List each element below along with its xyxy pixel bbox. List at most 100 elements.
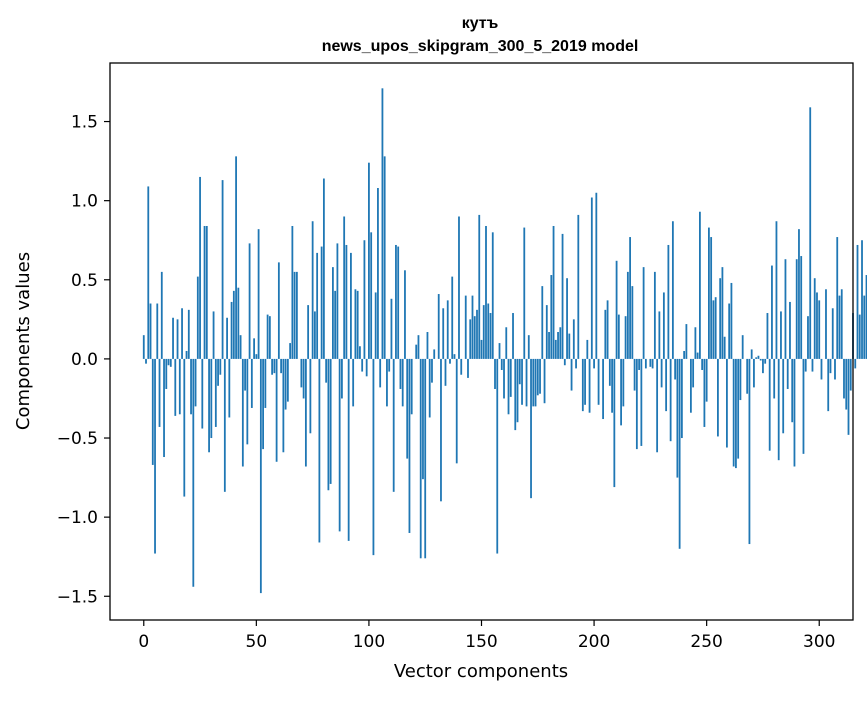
bar-76 — [314, 311, 316, 358]
bar-225 — [649, 359, 651, 367]
y-tick-label: 0.5 — [71, 271, 98, 291]
bar-245 — [694, 327, 696, 359]
bar-44 — [242, 359, 244, 467]
bar-109 — [388, 359, 390, 372]
bar-317 — [857, 245, 859, 359]
bar-260 — [728, 304, 730, 359]
bar-187 — [564, 359, 566, 365]
bar-207 — [609, 359, 611, 386]
bar-256 — [719, 278, 721, 359]
bar-129 — [433, 349, 435, 358]
x-tick-label: 200 — [578, 632, 610, 652]
bar-221 — [640, 359, 642, 446]
bar-11 — [168, 359, 170, 365]
bar-254 — [715, 297, 717, 359]
x-tick-label: 100 — [353, 632, 385, 652]
bar-250 — [706, 359, 708, 402]
bar-122 — [418, 335, 420, 359]
bar-96 — [359, 346, 361, 359]
bar-278 — [769, 359, 771, 451]
bar-116 — [404, 270, 406, 359]
bar-204 — [602, 359, 604, 419]
bar-144 — [467, 359, 469, 378]
bar-266 — [742, 335, 744, 359]
bar-303 — [825, 289, 827, 359]
bar-246 — [697, 353, 699, 359]
bar-311 — [843, 359, 845, 399]
bar-300 — [818, 300, 820, 359]
bar-182 — [553, 226, 555, 359]
y-tick-label: −0.5 — [57, 429, 98, 449]
bar-295 — [807, 316, 809, 359]
bar-273 — [758, 356, 760, 359]
bar-263 — [735, 359, 737, 468]
bar-46 — [246, 359, 248, 444]
bar-202 — [598, 359, 600, 405]
bar-128 — [431, 359, 433, 383]
bar-112 — [395, 245, 397, 359]
bar-190 — [571, 359, 573, 391]
bar-314 — [850, 359, 852, 391]
bar-105 — [379, 359, 381, 387]
bar-99 — [366, 359, 368, 376]
bar-164 — [512, 313, 514, 359]
bar-74 — [309, 359, 311, 433]
bar-192 — [575, 359, 577, 368]
bar-82 — [328, 359, 330, 490]
bar-83 — [330, 359, 332, 484]
bar-232 — [665, 359, 667, 411]
bar-238 — [679, 359, 681, 549]
bar-90 — [346, 245, 348, 359]
bar-124 — [422, 359, 424, 479]
chart-subtitle: news_upos_skipgram_300_5_2019 model — [322, 38, 639, 55]
bar-269 — [749, 359, 751, 544]
x-tick-label: 250 — [690, 632, 722, 652]
bar-157 — [496, 359, 498, 554]
bar-175 — [537, 359, 539, 395]
bar-88 — [341, 359, 343, 399]
bar-159 — [501, 359, 503, 370]
bar-140 — [458, 216, 460, 358]
bar-36 — [224, 359, 226, 492]
bar-93 — [352, 359, 354, 406]
bar-299 — [816, 292, 818, 358]
bar-155 — [492, 232, 494, 359]
bar-108 — [386, 359, 388, 406]
bar-168 — [521, 359, 523, 405]
bar-312 — [845, 359, 847, 410]
bar-58 — [273, 359, 275, 373]
bar-212 — [620, 359, 622, 425]
bar-27 — [204, 226, 206, 359]
bar-196 — [584, 359, 586, 405]
bar-115 — [402, 359, 404, 406]
bar-111 — [393, 359, 395, 492]
bar-154 — [490, 313, 492, 359]
bar-62 — [282, 359, 284, 452]
bar-230 — [661, 359, 663, 387]
bar-56 — [269, 316, 271, 359]
bar-169 — [523, 228, 525, 359]
bar-174 — [535, 359, 537, 406]
bar-30 — [210, 359, 212, 438]
bar-170 — [526, 359, 528, 406]
bar-228 — [656, 359, 658, 452]
bar-137 — [451, 277, 453, 359]
bar-21 — [190, 359, 192, 414]
bar-253 — [713, 300, 715, 359]
bar-13 — [172, 318, 174, 359]
bar-68 — [296, 272, 298, 359]
bar-210 — [616, 261, 618, 359]
bar-249 — [704, 359, 706, 427]
x-axis-label: Vector components — [394, 661, 568, 682]
bar-271 — [753, 359, 755, 387]
bar-121 — [415, 345, 417, 359]
bar-313 — [848, 359, 850, 435]
bar-158 — [499, 343, 501, 359]
bar-316 — [854, 359, 856, 368]
y-tick-label: −1.0 — [57, 508, 98, 528]
bar-141 — [460, 359, 462, 375]
bar-40 — [233, 291, 235, 359]
bar-57 — [271, 359, 273, 375]
bar-73 — [307, 305, 309, 359]
